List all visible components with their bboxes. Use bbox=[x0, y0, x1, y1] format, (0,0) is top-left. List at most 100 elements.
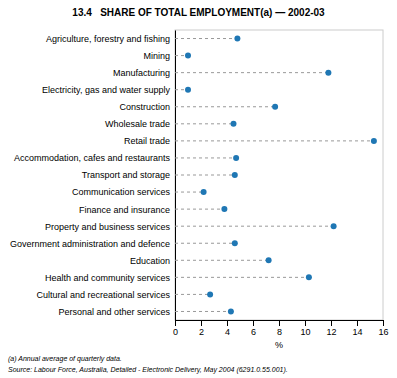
tick: 16 bbox=[378, 320, 388, 337]
stem bbox=[175, 157, 236, 158]
tick: 2 bbox=[199, 320, 204, 337]
tick: Construction bbox=[119, 102, 170, 112]
tick-label: Transport and storage bbox=[82, 170, 170, 180]
tick: 10 bbox=[300, 320, 310, 337]
tick-label: 6 bbox=[251, 327, 256, 337]
tick-mark bbox=[305, 320, 306, 326]
dot bbox=[228, 308, 234, 314]
dot bbox=[185, 53, 191, 59]
tick: Government administration and defence bbox=[10, 239, 170, 249]
tick-label: Finance and insurance bbox=[79, 204, 170, 214]
dot bbox=[221, 206, 227, 212]
stem bbox=[175, 192, 204, 193]
tick-label: Health and community services bbox=[45, 273, 171, 283]
dot bbox=[325, 70, 331, 76]
dot bbox=[232, 240, 238, 246]
dot bbox=[233, 155, 239, 161]
tick: 14 bbox=[352, 320, 362, 337]
tick-label: Government administration and defence bbox=[10, 239, 170, 249]
tick: Transport and storage bbox=[82, 170, 170, 180]
tick: Manufacturing bbox=[113, 68, 170, 78]
x-axis-label: % bbox=[275, 340, 283, 350]
stem bbox=[175, 38, 237, 39]
tick-mark bbox=[253, 320, 254, 326]
dot bbox=[232, 172, 238, 178]
y-axis: Agriculture, forestry and fishing Mining M… bbox=[10, 31, 176, 321]
tick-label: Retail trade bbox=[124, 136, 170, 146]
tick-label: 12 bbox=[326, 327, 336, 337]
x-axis: 0 2 4 6 8 10 12 14 16 bbox=[173, 320, 389, 337]
tick-label: 14 bbox=[352, 327, 362, 337]
plot-frame bbox=[175, 30, 383, 320]
tick-label: Communication services bbox=[72, 187, 171, 197]
tick: Finance and insurance bbox=[79, 204, 170, 214]
tick: 4 bbox=[225, 320, 230, 337]
tick: Health and community services bbox=[45, 273, 171, 283]
tick-label: 16 bbox=[378, 327, 388, 337]
tick-label: Wholesale trade bbox=[105, 119, 170, 129]
tick-mark bbox=[357, 320, 358, 326]
tick-label: Accommodation, cafes and restaurants bbox=[14, 153, 171, 163]
stem bbox=[175, 209, 224, 210]
tick-label: 0 bbox=[173, 327, 178, 337]
stem bbox=[175, 260, 269, 261]
dot bbox=[201, 189, 207, 195]
tick-label: Property and business services bbox=[45, 222, 171, 232]
marks bbox=[175, 36, 377, 315]
dot bbox=[306, 274, 312, 280]
dot bbox=[231, 121, 237, 127]
stem bbox=[175, 294, 210, 295]
dot bbox=[371, 138, 377, 144]
tick-mark bbox=[201, 320, 202, 326]
stem bbox=[175, 140, 374, 141]
tick-label: Personal and other services bbox=[58, 307, 170, 317]
stem bbox=[175, 175, 235, 176]
tick-label: Agriculture, forestry and fishing bbox=[46, 34, 170, 44]
tick: Cultural and recreational services bbox=[36, 290, 170, 300]
tick: Personal and other services bbox=[58, 307, 170, 317]
tick: Mining bbox=[143, 51, 170, 61]
tick: 12 bbox=[326, 320, 336, 337]
tick-label: Construction bbox=[119, 102, 170, 112]
tick: Accommodation, cafes and restaurants bbox=[14, 153, 171, 163]
tick-label: Electricity, gas and water supply bbox=[42, 85, 170, 95]
tick: Retail trade bbox=[124, 136, 170, 146]
tick: Education bbox=[130, 256, 170, 266]
dot bbox=[272, 104, 278, 110]
tick: Electricity, gas and water supply bbox=[42, 85, 170, 95]
chart: 13.4 SHARE OF TOTAL EMPLOYMENT(a) — 2002… bbox=[0, 0, 397, 378]
tick-label: Education bbox=[130, 256, 170, 266]
stem bbox=[175, 72, 328, 73]
tick-label: 4 bbox=[225, 327, 230, 337]
stem bbox=[175, 106, 275, 107]
title: 13.4 SHARE OF TOTAL EMPLOYMENT(a) — 2002… bbox=[72, 7, 325, 18]
stem bbox=[175, 243, 235, 244]
tick: Property and business services bbox=[45, 222, 171, 232]
tick: Wholesale trade bbox=[105, 119, 170, 129]
tick-mark bbox=[227, 320, 228, 326]
dot bbox=[234, 36, 240, 42]
footnote: Source: Labour Force, Australia, Detaile… bbox=[8, 366, 288, 374]
stem bbox=[175, 311, 231, 312]
footnote: (a) Annual average of quarterly data. bbox=[8, 355, 122, 363]
tick-mark bbox=[383, 320, 384, 326]
stem bbox=[175, 277, 309, 278]
tick-mark bbox=[175, 320, 176, 326]
tick: 8 bbox=[277, 320, 282, 337]
tick: 0 bbox=[173, 320, 178, 337]
stem bbox=[175, 123, 234, 124]
dot bbox=[266, 257, 272, 263]
plot: 0 2 4 6 8 10 12 14 16 Agriculture, forestry and f… bbox=[10, 30, 389, 337]
tick-mark bbox=[279, 320, 280, 326]
tick-label: Mining bbox=[143, 51, 170, 61]
tick-label: 8 bbox=[277, 327, 282, 337]
dot bbox=[207, 291, 213, 297]
tick-label: Cultural and recreational services bbox=[36, 290, 170, 300]
tick-label: Manufacturing bbox=[113, 68, 170, 78]
tick: 6 bbox=[251, 320, 256, 337]
tick-mark bbox=[331, 320, 332, 326]
tick-label: 2 bbox=[199, 327, 204, 337]
axis-line bbox=[176, 321, 384, 327]
tick: Communication services bbox=[72, 187, 171, 197]
tick-label: 10 bbox=[300, 327, 310, 337]
